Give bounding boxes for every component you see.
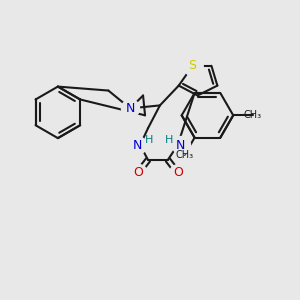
Text: CH₃: CH₃ <box>244 110 262 120</box>
Text: N: N <box>176 139 185 152</box>
Text: N: N <box>132 139 142 152</box>
Text: N: N <box>125 102 135 115</box>
Text: H: H <box>145 135 153 145</box>
Text: S: S <box>189 59 196 72</box>
Text: O: O <box>133 166 143 179</box>
Text: O: O <box>173 166 183 179</box>
Text: H: H <box>165 135 173 145</box>
Text: CH₃: CH₃ <box>176 150 194 160</box>
